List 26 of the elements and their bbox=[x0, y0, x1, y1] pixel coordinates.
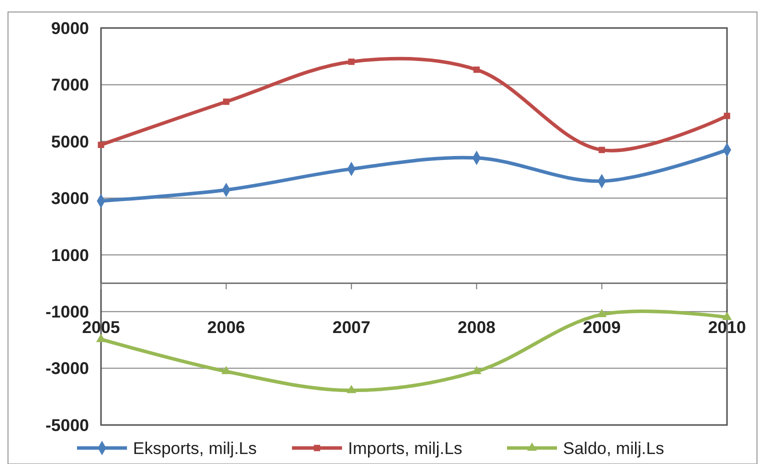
legend-label: Imports, milj.Ls bbox=[348, 438, 462, 458]
y-tick-label: 9000 bbox=[51, 18, 89, 38]
point bbox=[473, 66, 480, 73]
y-tick-label: 5000 bbox=[51, 132, 89, 152]
point bbox=[348, 58, 355, 65]
y-tick-label: 3000 bbox=[51, 189, 89, 208]
point bbox=[596, 308, 607, 318]
point bbox=[98, 142, 104, 148]
point bbox=[722, 312, 732, 320]
x-tick-label: 2007 bbox=[332, 318, 370, 338]
x-tick-label: 2006 bbox=[207, 318, 246, 338]
y-tick-label: -5000 bbox=[46, 416, 89, 435]
legend-label: Saldo, milj.Ls bbox=[563, 438, 664, 458]
point bbox=[221, 366, 232, 374]
point bbox=[346, 384, 356, 394]
point bbox=[724, 112, 730, 120]
point bbox=[598, 146, 605, 154]
y-tick-label: 7000 bbox=[51, 76, 89, 95]
point bbox=[472, 366, 482, 374]
y-tick-label: 1000 bbox=[51, 246, 89, 265]
legend-label: Eksports, milj.Ls bbox=[133, 438, 257, 458]
y-tick-label: -1000 bbox=[46, 302, 89, 322]
x-tick-label: 2008 bbox=[458, 318, 496, 338]
y-tick-label: -3000 bbox=[46, 359, 89, 378]
x-tick-label: 2009 bbox=[582, 318, 621, 338]
point bbox=[223, 98, 230, 105]
